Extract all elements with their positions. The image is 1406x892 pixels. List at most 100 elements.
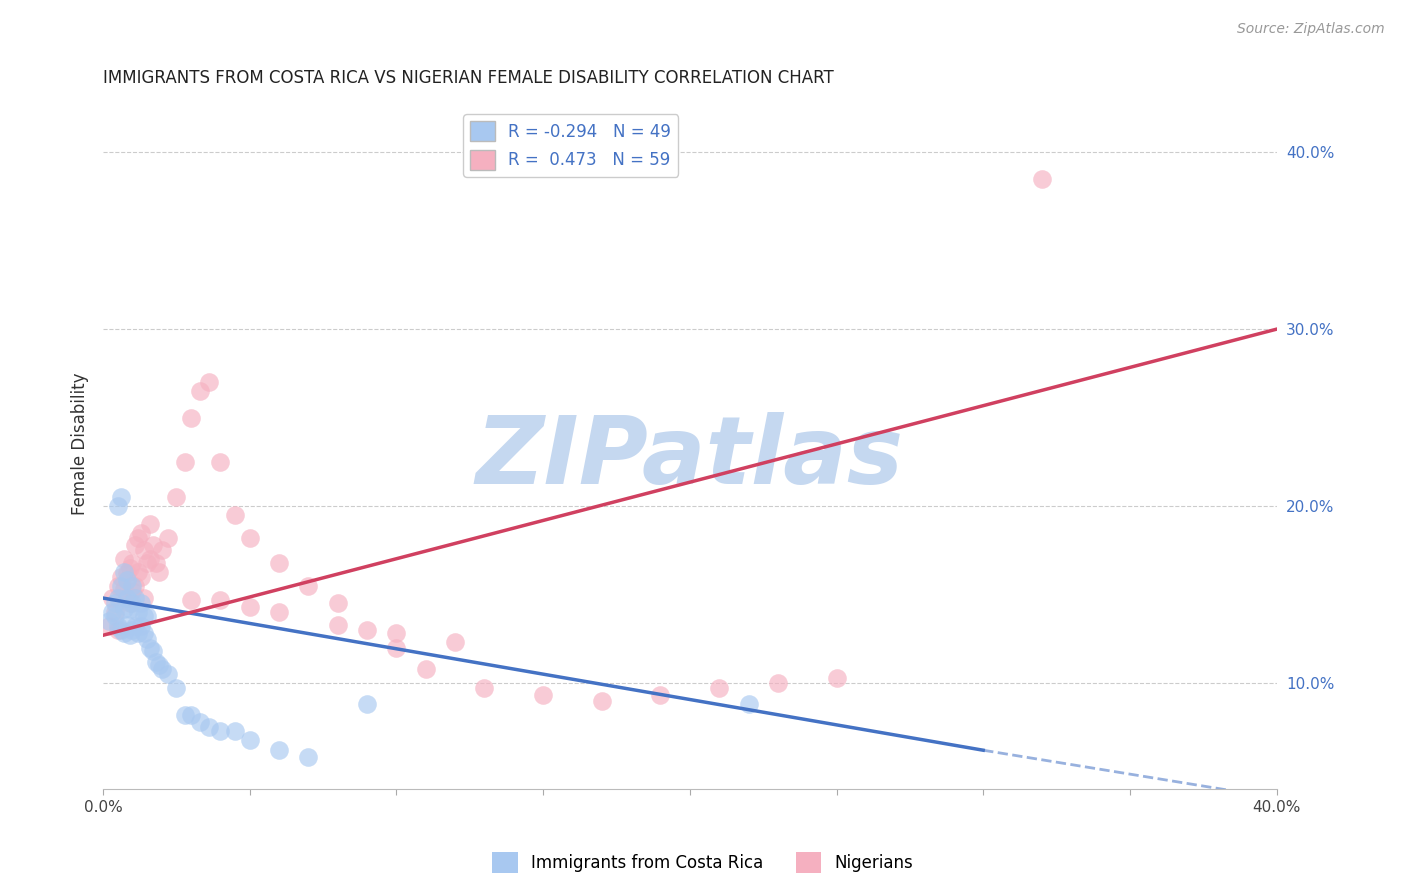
Point	[156, 667, 179, 681]
Point	[150, 662, 173, 676]
Point	[269, 605, 291, 619]
Point	[145, 655, 167, 669]
Point	[188, 384, 211, 398]
Point	[115, 574, 138, 588]
Point	[136, 632, 159, 646]
Point	[297, 579, 319, 593]
Point	[136, 608, 159, 623]
Point	[356, 623, 378, 637]
Point	[98, 619, 121, 633]
Point	[118, 628, 141, 642]
Point	[124, 619, 146, 633]
Point	[115, 617, 138, 632]
Point	[121, 579, 143, 593]
Point	[825, 671, 848, 685]
Point	[224, 723, 246, 738]
Point	[166, 490, 188, 504]
Point	[134, 591, 156, 605]
Point	[150, 543, 173, 558]
Point	[115, 591, 138, 605]
Point	[118, 601, 141, 615]
Point	[110, 623, 132, 637]
Point	[766, 676, 789, 690]
Point	[127, 605, 149, 619]
Point	[112, 626, 135, 640]
Point	[104, 608, 127, 623]
Point	[112, 565, 135, 579]
Point	[385, 626, 408, 640]
Point	[174, 455, 197, 469]
Point	[269, 556, 291, 570]
Point	[110, 579, 132, 593]
Point	[474, 681, 496, 696]
Point	[209, 592, 232, 607]
Point	[124, 538, 146, 552]
Point	[737, 697, 759, 711]
Point	[134, 608, 156, 623]
Point	[385, 640, 408, 655]
Point	[101, 605, 124, 619]
Point	[115, 566, 138, 581]
Point	[531, 689, 554, 703]
Point	[142, 538, 165, 552]
Point	[104, 596, 127, 610]
Point	[112, 552, 135, 566]
Point	[180, 592, 202, 607]
Point	[174, 707, 197, 722]
Point	[142, 644, 165, 658]
Point	[104, 605, 127, 619]
Point	[591, 694, 613, 708]
Point	[145, 556, 167, 570]
Point	[239, 599, 262, 614]
Point	[180, 410, 202, 425]
Point	[209, 455, 232, 469]
Text: Source: ZipAtlas.com: Source: ZipAtlas.com	[1237, 22, 1385, 37]
Point	[124, 591, 146, 605]
Point	[444, 635, 467, 649]
Point	[707, 681, 730, 696]
Point	[148, 565, 170, 579]
Point	[112, 601, 135, 615]
Point	[239, 531, 262, 545]
Point	[326, 596, 349, 610]
Point	[1031, 171, 1053, 186]
Point	[188, 714, 211, 729]
Point	[180, 707, 202, 722]
Point	[356, 697, 378, 711]
Point	[239, 732, 262, 747]
Point	[650, 689, 672, 703]
Point	[269, 743, 291, 757]
Point	[110, 570, 132, 584]
Point	[121, 623, 143, 637]
Point	[110, 490, 132, 504]
Point	[127, 565, 149, 579]
Point	[118, 596, 141, 610]
Point	[136, 556, 159, 570]
Text: IMMIGRANTS FROM COSTA RICA VS NIGERIAN FEMALE DISABILITY CORRELATION CHART: IMMIGRANTS FROM COSTA RICA VS NIGERIAN F…	[103, 69, 834, 87]
Legend: R = -0.294   N = 49, R =  0.473   N = 59: R = -0.294 N = 49, R = 0.473 N = 59	[464, 114, 678, 177]
Point	[115, 591, 138, 605]
Point	[121, 556, 143, 570]
Point	[118, 561, 141, 575]
Point	[127, 626, 149, 640]
Point	[127, 531, 149, 545]
Point	[129, 570, 152, 584]
Point	[98, 614, 121, 628]
Point	[107, 619, 129, 633]
Point	[112, 582, 135, 597]
Point	[124, 579, 146, 593]
Point	[129, 596, 152, 610]
Point	[209, 723, 232, 738]
Legend: Immigrants from Costa Rica, Nigerians: Immigrants from Costa Rica, Nigerians	[486, 846, 920, 880]
Point	[297, 750, 319, 764]
Point	[121, 596, 143, 610]
Point	[139, 640, 162, 655]
Point	[121, 584, 143, 599]
Point	[139, 552, 162, 566]
Point	[107, 499, 129, 513]
Point	[166, 681, 188, 696]
Point	[134, 543, 156, 558]
Point	[224, 508, 246, 522]
Point	[107, 623, 129, 637]
Point	[107, 591, 129, 605]
